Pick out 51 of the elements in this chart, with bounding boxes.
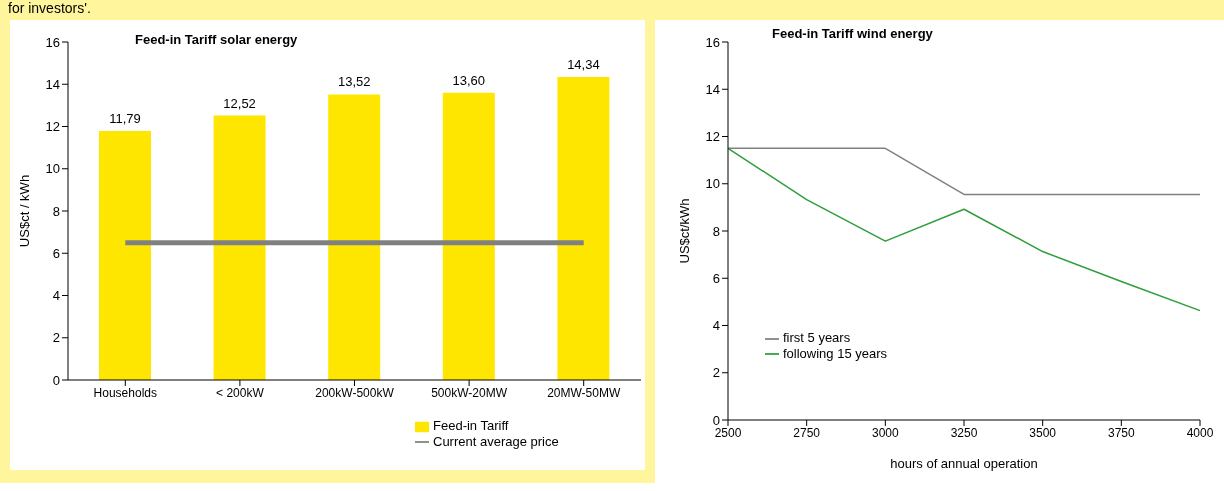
data-label: 11,79 bbox=[109, 110, 141, 126]
bar bbox=[213, 115, 266, 380]
text: for investors'. bbox=[8, 0, 91, 16]
x-axis-title: hours of annual operation bbox=[890, 456, 1038, 471]
y-tick-label: 4 bbox=[712, 318, 720, 334]
x-tick-label: 500kW-20MW bbox=[431, 385, 508, 400]
bar bbox=[442, 92, 495, 380]
y-tick-label: 16 bbox=[705, 34, 720, 50]
x-tick-label: 2750 bbox=[793, 425, 821, 440]
y-tick-label: 12 bbox=[45, 119, 60, 135]
y-tick-label: 0 bbox=[52, 372, 60, 388]
bar bbox=[328, 94, 381, 380]
x-tick-label: 20MW-50MW bbox=[547, 385, 621, 400]
y-tick-label: 10 bbox=[705, 176, 720, 192]
y-tick-label: 4 bbox=[52, 288, 60, 304]
data-label: 12,52 bbox=[223, 95, 256, 111]
x-tick-label: 3500 bbox=[1029, 425, 1057, 440]
y-tick-label: 0 bbox=[712, 412, 720, 428]
legend-label: following 15 years bbox=[783, 345, 888, 361]
line-series bbox=[727, 147, 1201, 312]
y-tick-label: 8 bbox=[52, 203, 60, 219]
y-tick-label: 6 bbox=[52, 245, 60, 261]
x-tick-label: 3000 bbox=[871, 425, 899, 440]
y-tick-label: 16 bbox=[45, 34, 60, 50]
y-tick-label: 6 bbox=[712, 270, 720, 286]
bar bbox=[99, 130, 151, 380]
y-axis-title: US$ct/kWh bbox=[676, 198, 692, 264]
x-tick-label: Households bbox=[93, 385, 157, 400]
y-tick-label: 2 bbox=[52, 330, 60, 346]
legend-label: Current average price bbox=[433, 433, 559, 449]
data-label: 13,52 bbox=[337, 74, 371, 90]
legend-label: Feed-in Tariff bbox=[433, 418, 509, 433]
x-tick-label: < 200kW bbox=[216, 385, 265, 400]
y-tick-label: 8 bbox=[712, 223, 720, 239]
x-tick-label: 4000 bbox=[1186, 425, 1214, 440]
x-tick-label: 3250 bbox=[950, 425, 978, 440]
y-tick-label: 2 bbox=[712, 365, 720, 381]
chart-title: Feed-in Tariff wind energy bbox=[772, 26, 933, 41]
data-label: 13,60 bbox=[452, 72, 486, 88]
y-tick-label: 14 bbox=[45, 76, 60, 92]
y-tick-label: 14 bbox=[705, 81, 720, 97]
y-tick-label: 12 bbox=[705, 129, 720, 145]
x-tick-label: 3750 bbox=[1107, 425, 1135, 440]
bar bbox=[557, 77, 610, 380]
y-tick-label: 10 bbox=[45, 161, 60, 177]
x-tick-label: 200kW-500kW bbox=[315, 385, 395, 400]
y-axis-title: US$ct / kWh bbox=[16, 174, 32, 248]
chart-title: Feed-in Tariff solar energy bbox=[135, 32, 298, 47]
data-label: 14,34 bbox=[567, 57, 600, 73]
legend-label: first 5 years bbox=[783, 330, 851, 345]
x-tick-label: 2500 bbox=[714, 425, 742, 440]
